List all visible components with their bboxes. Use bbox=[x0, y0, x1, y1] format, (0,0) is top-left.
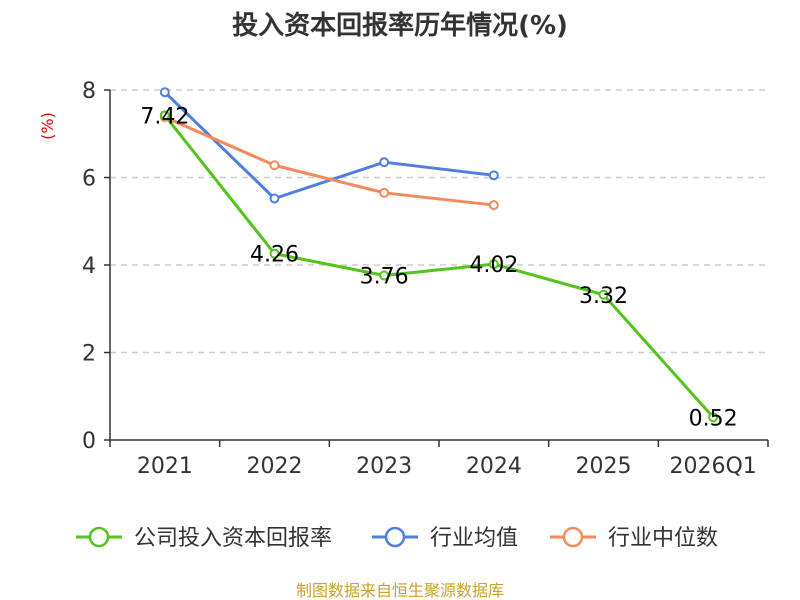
legend-item[interactable]: 公司投入资本回报率 bbox=[76, 526, 332, 551]
data-point bbox=[598, 289, 609, 300]
data-point bbox=[488, 259, 499, 270]
data-point bbox=[379, 270, 390, 281]
x-tick-label: 2021 bbox=[137, 454, 193, 479]
data-point bbox=[269, 248, 280, 259]
x-tick-label: 2024 bbox=[466, 454, 522, 479]
data-label: 4.26 bbox=[250, 243, 299, 268]
legend-label: 行业中位数 bbox=[608, 526, 718, 551]
y-tick-label: 8 bbox=[82, 79, 96, 104]
data-label: 3.32 bbox=[579, 284, 628, 309]
grid-lines bbox=[110, 89, 768, 354]
y-tick-label: 6 bbox=[82, 167, 96, 192]
data-label: 4.02 bbox=[469, 253, 518, 278]
x-tick-label: 2025 bbox=[576, 454, 632, 479]
y-tick-label: 2 bbox=[82, 342, 96, 367]
legend-marker bbox=[562, 526, 584, 548]
series-line bbox=[163, 91, 495, 200]
series-line bbox=[164, 115, 494, 207]
y-tick-label: 0 bbox=[82, 429, 96, 454]
source-note: 制图数据来自恒生聚源数据库 bbox=[296, 581, 504, 600]
y-axis-label: (%) bbox=[38, 112, 57, 140]
legend-item[interactable]: 行业中位数 bbox=[550, 526, 718, 551]
data-point bbox=[159, 87, 170, 98]
data-point bbox=[379, 187, 390, 198]
x-tick-label: 2023 bbox=[356, 454, 412, 479]
data-point bbox=[159, 110, 170, 121]
legend: 公司投入资本回报率 行业均值 行业中位数 bbox=[76, 526, 718, 551]
axes: 0 2 4 6 8 2021 2022 2023 2024 2025 2026Q1 bbox=[82, 79, 769, 479]
data-point bbox=[269, 160, 280, 171]
legend-label: 行业均值 bbox=[430, 526, 518, 551]
data-label: 7.42 bbox=[140, 104, 189, 129]
x-tick-label: 2026Q1 bbox=[670, 454, 757, 479]
series-group bbox=[159, 87, 719, 423]
data-labels: 7.42 4.26 3.76 4.02 3.32 0.52 bbox=[140, 104, 737, 431]
data-label: 0.52 bbox=[689, 406, 738, 431]
series-line bbox=[163, 114, 715, 419]
legend-item[interactable]: 行业均值 bbox=[372, 526, 518, 551]
data-point bbox=[488, 200, 499, 211]
data-point bbox=[379, 157, 390, 168]
y-tick-label: 4 bbox=[82, 254, 96, 279]
chart-title: 投入资本回报率历年情况(%) bbox=[232, 10, 568, 41]
data-point bbox=[488, 170, 499, 181]
legend-marker bbox=[384, 526, 406, 548]
data-point bbox=[708, 412, 719, 423]
data-label: 3.76 bbox=[360, 265, 409, 290]
legend-label: 公司投入资本回报率 bbox=[134, 526, 332, 551]
x-tick-label: 2022 bbox=[247, 454, 303, 479]
data-point bbox=[269, 193, 280, 204]
legend-marker bbox=[88, 526, 110, 548]
